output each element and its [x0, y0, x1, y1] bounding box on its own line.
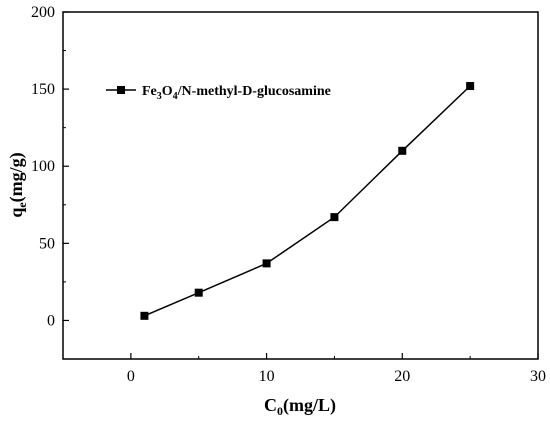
- y-axis-title: qe(mg/g): [6, 152, 29, 217]
- y-tick-label: 200: [31, 4, 55, 21]
- legend-label: Fe3O4/N-methyl-D-glucosamine: [142, 84, 331, 102]
- y-tick-label: 150: [31, 81, 55, 98]
- data-point: [140, 311, 149, 320]
- x-tick-label: 20: [394, 368, 410, 385]
- y-tick-label: 50: [39, 235, 55, 252]
- x-tick-label: 0: [127, 368, 135, 385]
- x-tick-label: 30: [530, 368, 546, 385]
- data-point: [194, 288, 203, 297]
- y-tick-label: 0: [47, 312, 55, 329]
- data-point: [330, 213, 339, 222]
- legend: Fe3O4/N-methyl-D-glucosamine: [106, 84, 331, 102]
- tick-labels: 0 10 20 30 0 50 100 150 200: [31, 4, 546, 385]
- x-tick-label: 10: [259, 368, 275, 385]
- series-line: [144, 85, 471, 317]
- axis-ticks: [62, 11, 539, 360]
- data-point: [466, 82, 475, 91]
- data-point: [262, 259, 271, 268]
- data-series: [140, 82, 475, 320]
- data-point: [398, 146, 407, 155]
- y-tick-label: 100: [31, 158, 55, 175]
- x-axis-title: C0(mg/L): [264, 395, 336, 418]
- legend-marker: [117, 86, 125, 94]
- plot-frame: [62, 11, 539, 360]
